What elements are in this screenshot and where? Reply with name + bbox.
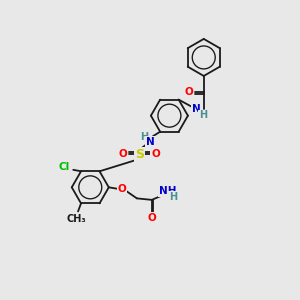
Text: NH: NH [159, 186, 176, 196]
Text: O: O [151, 149, 160, 159]
Text: O: O [118, 184, 126, 194]
Text: CH₃: CH₃ [67, 214, 86, 224]
Text: H: H [140, 132, 148, 142]
Text: O: O [118, 149, 127, 159]
Text: O: O [184, 87, 193, 98]
Text: O: O [147, 213, 156, 223]
Text: H: H [199, 110, 207, 120]
Text: H: H [169, 192, 177, 202]
Text: N: N [146, 136, 155, 146]
Text: S: S [135, 148, 144, 160]
Text: N: N [192, 104, 201, 114]
Text: Cl: Cl [59, 161, 70, 172]
